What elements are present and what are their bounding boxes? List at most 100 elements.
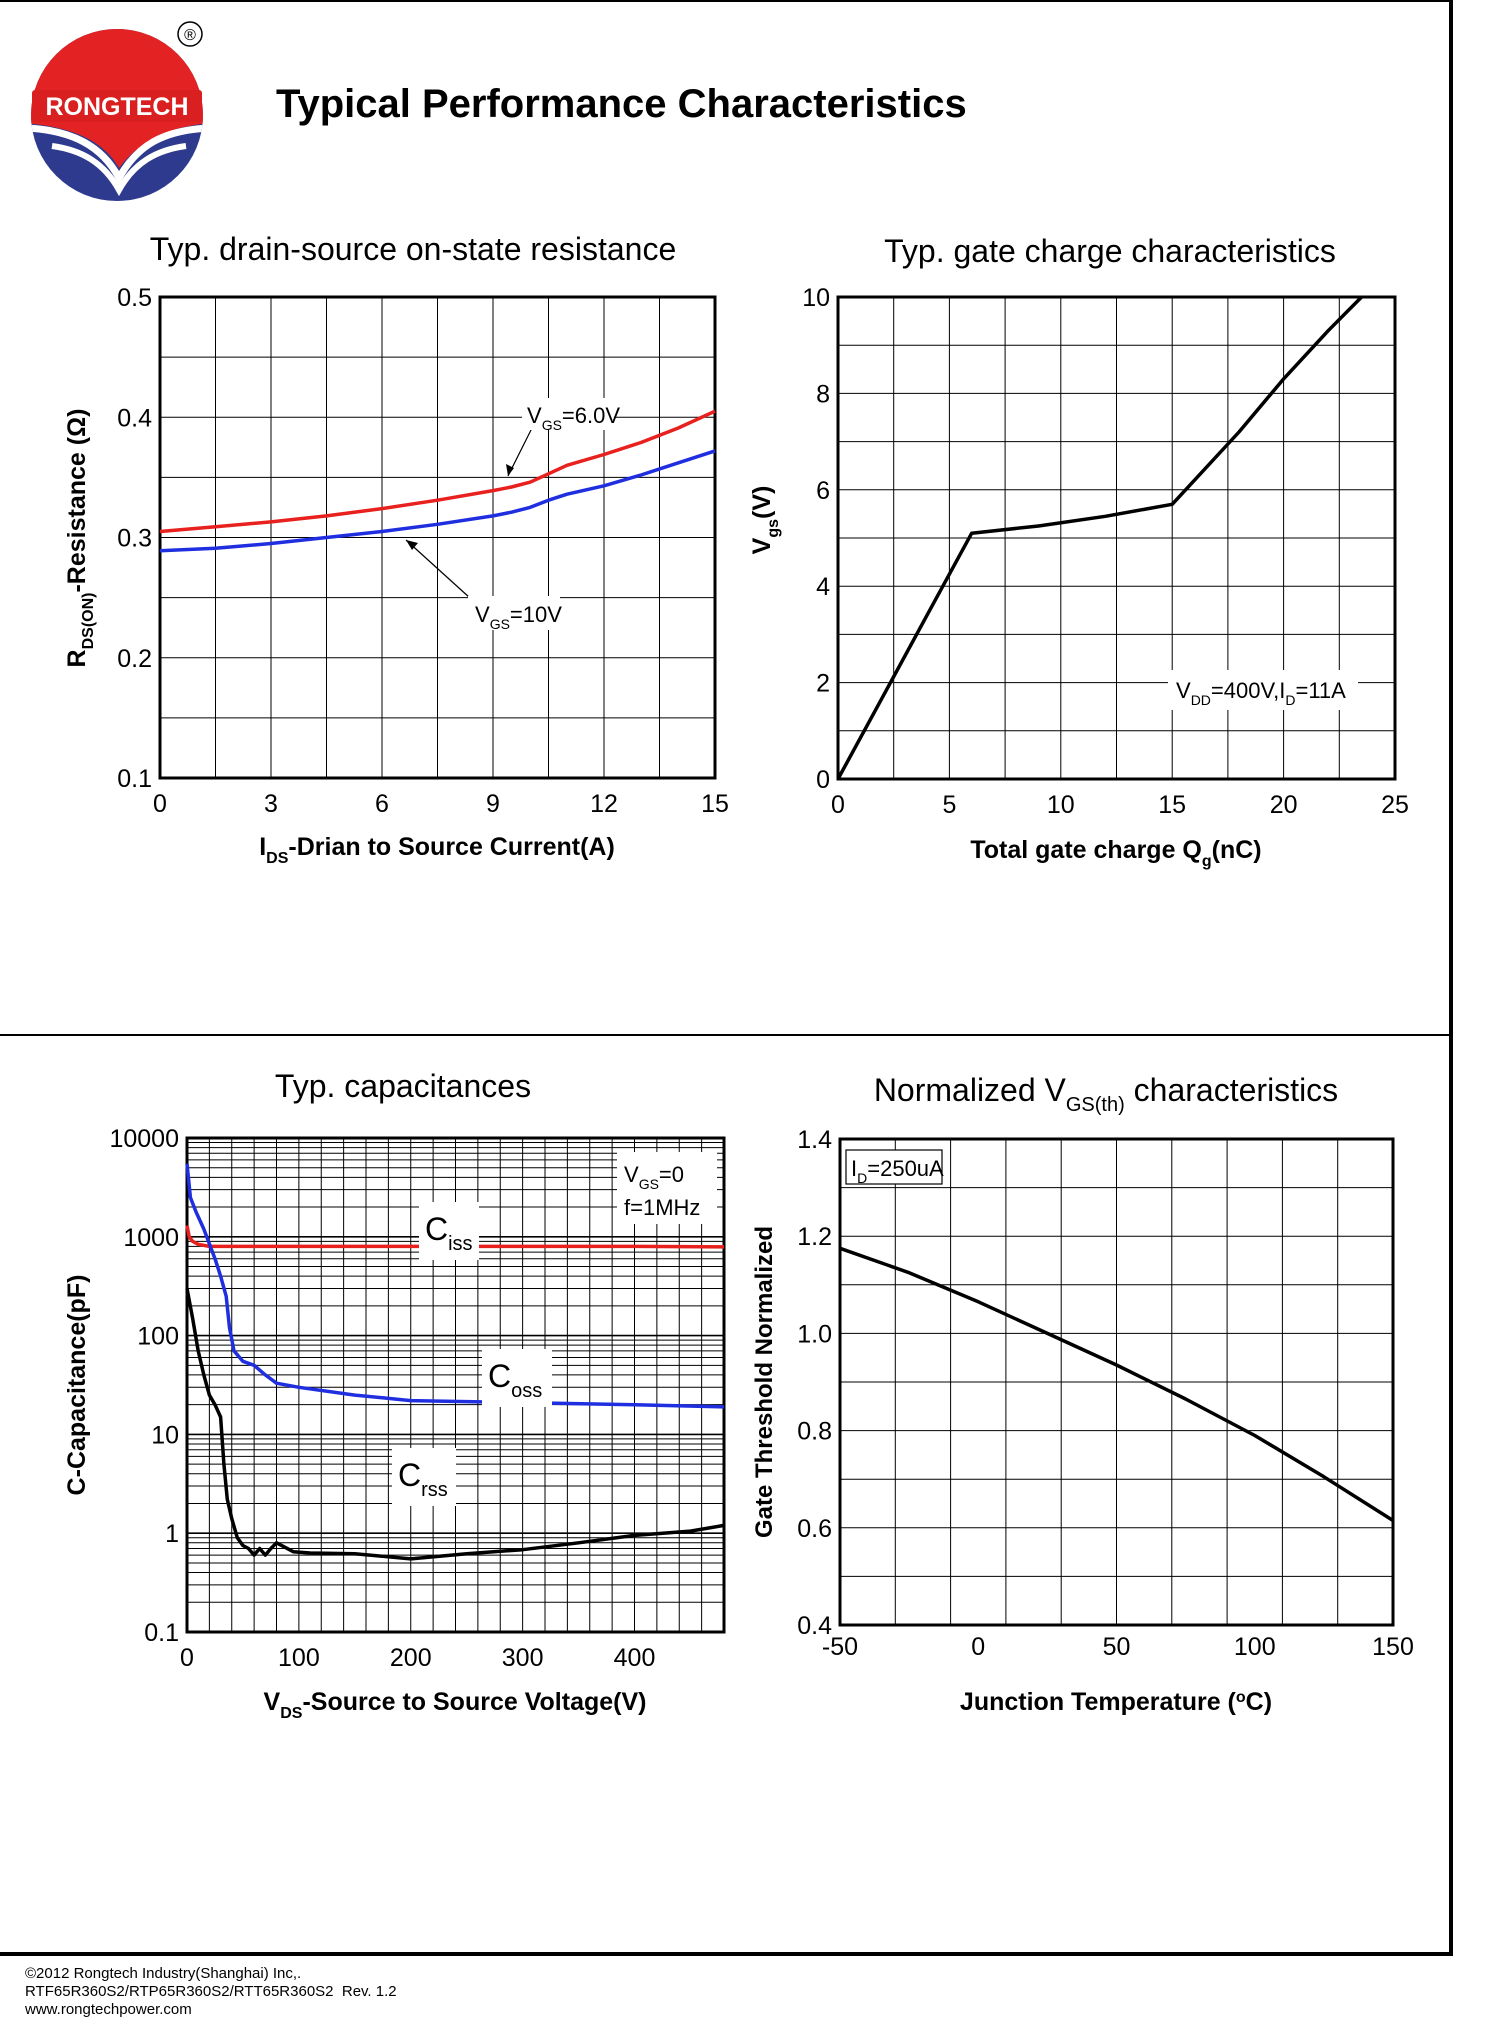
y-axis-label-rest: (V) bbox=[748, 486, 776, 519]
y-tick-label: 10 bbox=[151, 1421, 179, 1449]
series-line-vgs bbox=[836, 295, 1363, 780]
x-axis-label-sub: DS bbox=[280, 1705, 303, 1722]
logo-text: RONGTECH bbox=[45, 93, 188, 121]
x-tick-label: 50 bbox=[1103, 1633, 1131, 1661]
annotation-bg bbox=[1168, 670, 1358, 710]
x-tick-label: 5 bbox=[942, 791, 956, 819]
x-axis-label-rest: C) bbox=[1246, 1688, 1272, 1716]
series-label-bg bbox=[392, 1448, 456, 1506]
x-axis-label-rest: -Drian to Source Current(A) bbox=[288, 833, 614, 861]
y-tick-label: 0.1 bbox=[144, 1619, 179, 1647]
annotation-box bbox=[845, 1149, 943, 1185]
registered-mark: ® bbox=[184, 27, 196, 44]
chart-title: Normalized VGS(th) characteristics bbox=[874, 1072, 1338, 1116]
footer-website[interactable]: www.rongtechpower.com bbox=[25, 2001, 192, 2018]
legend-vgs: VGS=0 bbox=[624, 1162, 684, 1192]
series-label-coss-sub: oss bbox=[511, 1380, 542, 1402]
legend-vgs-rest: =0 bbox=[659, 1162, 684, 1187]
x-axis-label-rest: -Source to Source Voltage(V) bbox=[302, 1688, 646, 1716]
series-line-ciss bbox=[185, 1225, 725, 1249]
legend-vgs-sub: GS bbox=[639, 1176, 659, 1192]
y-tick-label: 0.1 bbox=[117, 765, 152, 793]
plot-frame bbox=[838, 1137, 1395, 1627]
chart-capacitances: Typ. capacitances 0 100 200 300 400 0.1 1 10 100 1… bbox=[63, 1068, 726, 1722]
legend-frequency: f=1MHz bbox=[624, 1195, 700, 1220]
annotation-vgs10: VGS=10V bbox=[475, 602, 562, 632]
x-tick-label: 400 bbox=[614, 1644, 656, 1672]
y-axis-label-main: R bbox=[63, 649, 91, 667]
footer-part-numbers: RTF65R360S2/RTP65R360S2/RTT65R360S2 Rev.… bbox=[25, 1983, 397, 2000]
series-line-coss bbox=[185, 1163, 725, 1409]
chart-title-main: Normalized V bbox=[874, 1072, 1067, 1108]
x-tick-label: 9 bbox=[486, 790, 500, 818]
chart-rds-on: Typ. drain-source on-state resistance 0 3 6… bbox=[63, 231, 729, 867]
chart-title: Typ. drain-source on-state resistance bbox=[150, 231, 676, 267]
x-tick-label: 150 bbox=[1372, 1633, 1414, 1661]
x-tick-label: 25 bbox=[1381, 791, 1409, 819]
annotation-vgs6: VGS=6.0V bbox=[527, 403, 620, 433]
y-tick-label: 1.2 bbox=[797, 1223, 832, 1251]
page-title: Typical Performance Characteristics bbox=[276, 82, 967, 126]
x-tick-label: 0 bbox=[831, 791, 845, 819]
x-tick-label: 0 bbox=[971, 1633, 985, 1661]
annotation-vgs10-main: V bbox=[475, 602, 490, 627]
rongtech-logo: RONGTECH ® bbox=[31, 21, 203, 201]
series-line-vgs-th- bbox=[839, 1246, 1394, 1522]
x-axis-label-sub: g bbox=[1202, 853, 1212, 870]
x-tick-label: 3 bbox=[264, 790, 278, 818]
annotation-vdd-id-main: V bbox=[1176, 678, 1191, 703]
logo-wave bbox=[31, 124, 203, 186]
x-axis-label-main: Junction Temperature ( bbox=[960, 1688, 1237, 1716]
y-tick-label: 0.3 bbox=[117, 525, 152, 553]
annotation-bg-vgs6 bbox=[522, 398, 614, 430]
legend-bg bbox=[617, 1152, 717, 1224]
series-label-bg bbox=[482, 1349, 552, 1407]
y-axis-label-main: V bbox=[748, 537, 776, 554]
chart-vgs-threshold: Normalized VGS(th) characteristics -50 0 50… bbox=[751, 1072, 1414, 1716]
y-tick-label: 1 bbox=[165, 1520, 179, 1548]
chart-title-rest: characteristics bbox=[1125, 1072, 1338, 1108]
series-label-crss-main: C bbox=[398, 1457, 421, 1493]
x-tick-label: 0 bbox=[180, 1644, 194, 1672]
annotation-vgs6-sub: GS bbox=[542, 417, 562, 433]
x-tick-label: 200 bbox=[390, 1644, 432, 1672]
x-tick-label: 100 bbox=[278, 1644, 320, 1672]
x-tick-label: 6 bbox=[375, 790, 389, 818]
x-axis-label-rest: (nC) bbox=[1212, 836, 1262, 864]
y-tick-label: 2 bbox=[816, 670, 830, 698]
y-axis-label-main: C-Capacitance(pF) bbox=[63, 1275, 91, 1496]
annotation-bg-vgs10 bbox=[468, 596, 560, 630]
annotation-leader-vgs10 bbox=[405, 539, 471, 599]
y-axis-label-sub: gs bbox=[765, 519, 782, 538]
plot-frame bbox=[185, 1136, 726, 1634]
y-tick-label: 10000 bbox=[109, 1125, 179, 1153]
annotation-id-main: I bbox=[851, 1156, 857, 1181]
x-tick-label: 15 bbox=[701, 790, 729, 818]
y-tick-label: 0.8 bbox=[797, 1418, 832, 1446]
x-tick-label: 20 bbox=[1270, 791, 1298, 819]
annotation-arrow-vgs10 bbox=[406, 540, 418, 550]
x-axis-label-sup: o bbox=[1236, 1689, 1246, 1706]
section-divider bbox=[0, 1034, 1453, 1036]
y-tick-label: 0.4 bbox=[117, 404, 152, 432]
series-label-ciss: Ciss bbox=[425, 1211, 473, 1255]
y-tick-label: 0.6 bbox=[797, 1515, 832, 1543]
annotation-vgs10-sub: GS bbox=[490, 616, 510, 632]
part-numbers: RTF65R360S2/RTP65R360S2/RTT65R360S2 bbox=[25, 1983, 334, 2000]
series-label-ciss-main: C bbox=[425, 1211, 448, 1247]
y-tick-label: 0.4 bbox=[797, 1612, 832, 1640]
y-tick-label: 6 bbox=[816, 477, 830, 505]
series-line-vgs-10v bbox=[159, 449, 716, 553]
y-axis-label-sub: DS(ON) bbox=[80, 593, 97, 650]
annotation-arrow-vgs6 bbox=[506, 464, 514, 476]
annotation-vdd-id-rest2: =11A bbox=[1295, 678, 1346, 703]
y-axis-label: Vgs(V) bbox=[748, 486, 782, 555]
y-tick-label: 100 bbox=[137, 1323, 179, 1351]
series-label-crss: Crss bbox=[398, 1457, 448, 1501]
y-tick-label: 4 bbox=[816, 573, 830, 601]
chart-title: Typ. gate charge characteristics bbox=[884, 233, 1336, 269]
x-tick-label: 0 bbox=[153, 790, 167, 818]
x-axis-label: IDS-Drian to Source Current(A) bbox=[259, 833, 615, 867]
